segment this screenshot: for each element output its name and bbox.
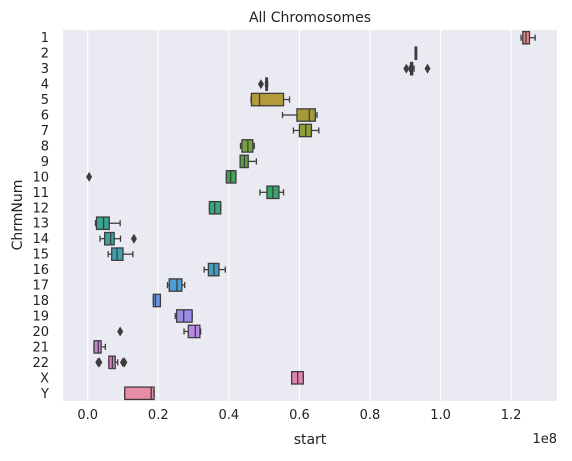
box-body — [93, 340, 102, 354]
x-tick-label: 0.4 — [218, 408, 239, 423]
plot-area — [63, 30, 557, 401]
box-group-chr-8 — [239, 139, 255, 153]
box-body — [175, 309, 193, 323]
box-group-chr-1 — [520, 30, 536, 45]
box-group-chr-X — [291, 370, 304, 385]
y-tick-label: 3 — [41, 62, 49, 77]
box-body — [296, 108, 316, 122]
y-tick-label: 15 — [32, 248, 49, 263]
box-group-chr-2 — [414, 46, 418, 61]
box-body — [95, 216, 110, 231]
box-group-chr-6 — [281, 108, 318, 122]
box-body — [250, 92, 285, 107]
outlier-point — [121, 357, 128, 368]
outlier-point — [86, 171, 93, 182]
box-group-chr-Y — [124, 386, 155, 401]
y-tick-label: 7 — [41, 124, 49, 139]
y-tick-label: 18 — [32, 294, 49, 309]
y-tick-label: 4 — [41, 78, 49, 93]
x-tick-label: 1.2 — [501, 408, 522, 423]
box-group-chr-9 — [239, 154, 258, 169]
outlier-point — [117, 326, 124, 337]
y-tick-label: 19 — [32, 309, 49, 324]
chart-title: All Chromosomes — [249, 10, 371, 26]
y-axis-label: ChrmNum — [10, 180, 26, 251]
box-group-chr-16 — [203, 262, 226, 277]
x-tick-label: 0.2 — [148, 408, 169, 423]
outlier-point — [96, 357, 103, 368]
y-tick-label: Y — [40, 387, 49, 402]
box-group-chr-15 — [107, 247, 134, 261]
grid-lines — [87, 30, 512, 401]
box-group-chr-10 — [86, 170, 237, 184]
box-group-chr-12 — [208, 200, 222, 215]
y-tick-label: 20 — [32, 325, 49, 340]
y-tick-label: 1 — [41, 31, 49, 46]
y-tick-label: 9 — [41, 155, 49, 170]
box-group-chr-19 — [174, 309, 193, 323]
y-tick-label: 13 — [32, 217, 49, 232]
y-tick-label: 16 — [32, 263, 49, 278]
box-group-chr-17 — [166, 278, 186, 292]
y-tick-label: X — [40, 371, 49, 386]
y-tick-label: 5 — [41, 93, 49, 108]
outlier-point — [403, 63, 410, 74]
box-group-chr-18 — [152, 293, 162, 308]
y-tick-label: 14 — [32, 232, 49, 247]
x-tick-label: 1.0 — [430, 408, 451, 423]
y-tick-label: 21 — [32, 340, 49, 355]
box-group-chr-14 — [99, 231, 137, 246]
y-tick-label: 22 — [32, 356, 49, 371]
box-body — [168, 278, 183, 292]
box-plots — [86, 30, 536, 401]
outlier-point — [130, 233, 137, 244]
y-tick-label: 17 — [32, 279, 49, 294]
x-tick-label: 0.0 — [77, 408, 98, 423]
box-body — [152, 293, 162, 308]
y-tick-label: 2 — [41, 47, 49, 62]
box-group-chr-4 — [257, 77, 269, 91]
box-group-chr-5 — [250, 92, 291, 107]
y-tick-label: 12 — [32, 201, 49, 216]
box-body — [124, 386, 155, 401]
y-tick-label: 10 — [32, 170, 49, 185]
box-group-chr-3 — [403, 61, 431, 76]
outlier-point — [257, 79, 264, 90]
box-body — [103, 231, 115, 246]
box-group-chr-20 — [117, 324, 202, 339]
x-tick-label: 0.8 — [360, 408, 381, 423]
box-group-chr-7 — [292, 123, 320, 138]
y-tick-label: 8 — [41, 139, 49, 154]
box-group-chr-13 — [94, 216, 121, 231]
box-group-chr-21 — [93, 340, 106, 354]
x-axis-label: start — [294, 432, 327, 448]
y-tick-label: 11 — [32, 186, 49, 201]
y-tick-label: 6 — [41, 109, 49, 124]
box-group-chr-11 — [259, 185, 285, 200]
box-group-chr-22 — [95, 355, 128, 370]
x-tick-label: 0.6 — [289, 408, 310, 423]
box-body — [187, 324, 201, 339]
outlier-point — [424, 63, 431, 74]
x-scale-label: 1e8 — [532, 432, 557, 447]
x-tick-labels: 0.0 0.2 0.4 0.6 0.8 1.0 1.2 — [77, 408, 521, 423]
